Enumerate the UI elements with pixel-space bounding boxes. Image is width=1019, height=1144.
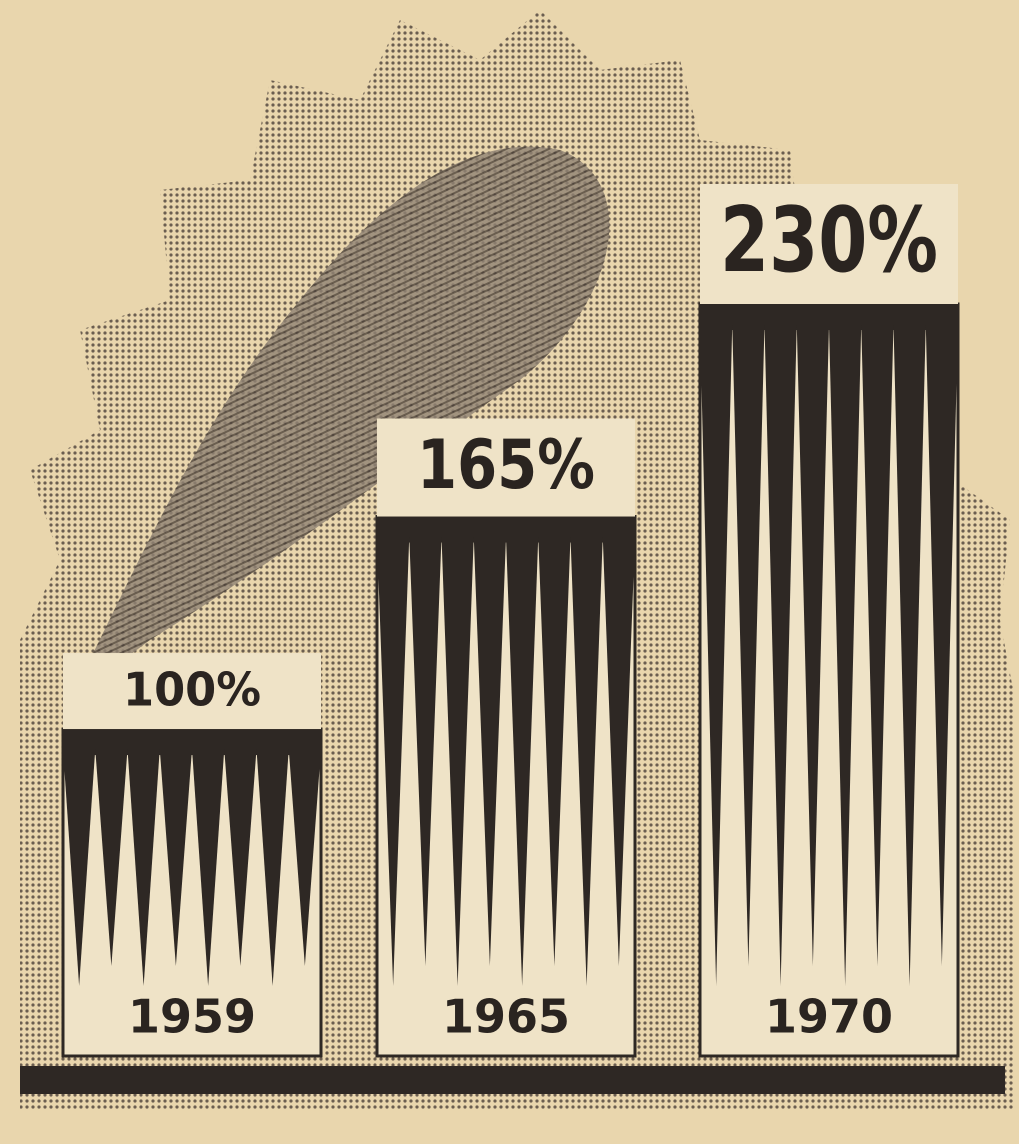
value-label: 230% xyxy=(720,188,938,293)
baseline-band xyxy=(20,1066,1005,1094)
category-label: 1965 xyxy=(442,990,570,1044)
category-label: 1959 xyxy=(128,990,256,1044)
value-label: 100% xyxy=(123,663,261,717)
category-label: 1970 xyxy=(765,990,893,1044)
value-label: 165% xyxy=(417,426,595,505)
chart: 1959 100% 1965 165% 1970 230% xyxy=(0,0,1019,1144)
